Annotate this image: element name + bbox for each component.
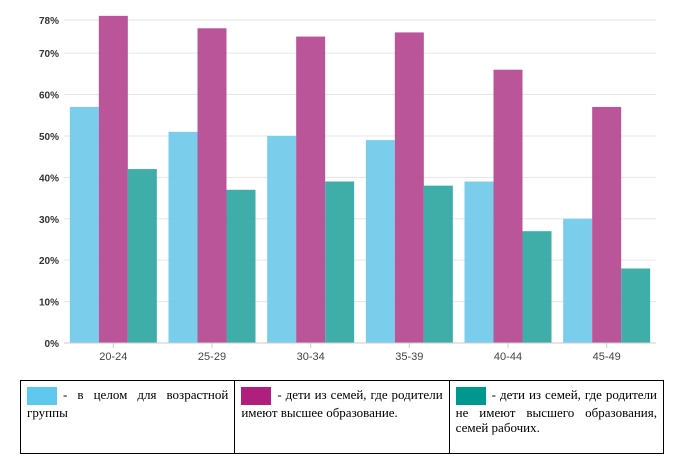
bar-series-3-30-34: [325, 181, 355, 343]
legend-text-overall: - в целом для возрастной группы: [27, 387, 229, 420]
bar-series-3-20-24: [127, 169, 157, 343]
bar-series-2-45-49: [592, 106, 622, 343]
bar-series-1-40-44: [464, 181, 494, 343]
legend-cell-overall: - в целом для возрастной группы: [19, 380, 236, 454]
bars: [69, 15, 651, 344]
y-axis: 0% 10% 20% 30% 40% 50% 60% 70% 78%: [39, 16, 59, 350]
bar-series-1-45-49: [563, 218, 593, 343]
y-tick-label: 30%: [39, 215, 59, 226]
legend-swatch-overall: [27, 387, 57, 405]
bar-series-2-40-44: [493, 69, 523, 343]
bar-series-3-35-39: [423, 185, 453, 343]
x-tick-label: 25-29: [198, 351, 226, 363]
x-axis: 20-24 25-29 30-34 35-39 40-44 45-49: [64, 342, 656, 363]
x-tick-label: 35-39: [395, 351, 423, 363]
bar-series-3-25-29: [226, 189, 256, 343]
legend-table: - в целом для возрастной группы - дети и…: [19, 380, 665, 454]
x-tick-label: 30-34: [297, 351, 325, 363]
legend-swatch-no-higher-education: [455, 387, 486, 405]
legend-cell-no-higher-education: - дети из семей, где родители не имеют в…: [448, 380, 665, 454]
legend-cell-higher-education: - дети из семей, где родители имеют высш…: [234, 380, 450, 454]
y-tick-label: 50%: [39, 132, 59, 143]
bar-series-2-35-39: [394, 32, 424, 344]
legend-swatch-higher-education: [241, 387, 272, 405]
bar-series-1-30-34: [267, 135, 297, 343]
bar-series-2-20-24: [98, 15, 128, 343]
bar-chart: 0% 10% 20% 30% 40% 50% 60% 70% 78% 20-24 25-29 30-…: [39, 15, 656, 363]
y-tick-label: 70%: [39, 49, 59, 60]
y-tick-label: 10%: [39, 298, 59, 309]
y-tick-label: 20%: [39, 256, 59, 267]
y-tick-label: 60%: [39, 91, 59, 102]
bar-series-2-30-34: [296, 36, 326, 344]
grid-lines: [64, 19, 656, 303]
bar-series-3-45-49: [621, 268, 651, 343]
bar-series-2-25-29: [197, 28, 227, 344]
bar-series-1-25-29: [168, 131, 198, 343]
y-tick-label: 0%: [45, 339, 60, 350]
x-tick-label: 20-24: [99, 351, 127, 363]
bar-series-1-35-39: [365, 140, 395, 343]
bar-series-3-40-44: [522, 231, 552, 343]
legend-text-no-higher-education: - дети из семей, где родители не имеют в…: [455, 387, 657, 435]
legend-text-higher-education: - дети из семей, где родители имеют высш…: [241, 387, 443, 420]
y-tick-label: 40%: [39, 173, 59, 184]
x-tick-label: 40-44: [494, 351, 522, 363]
y-tick-label: 78%: [39, 16, 59, 27]
bar-series-1-20-24: [69, 106, 99, 343]
x-tick-label: 45-49: [593, 351, 621, 363]
